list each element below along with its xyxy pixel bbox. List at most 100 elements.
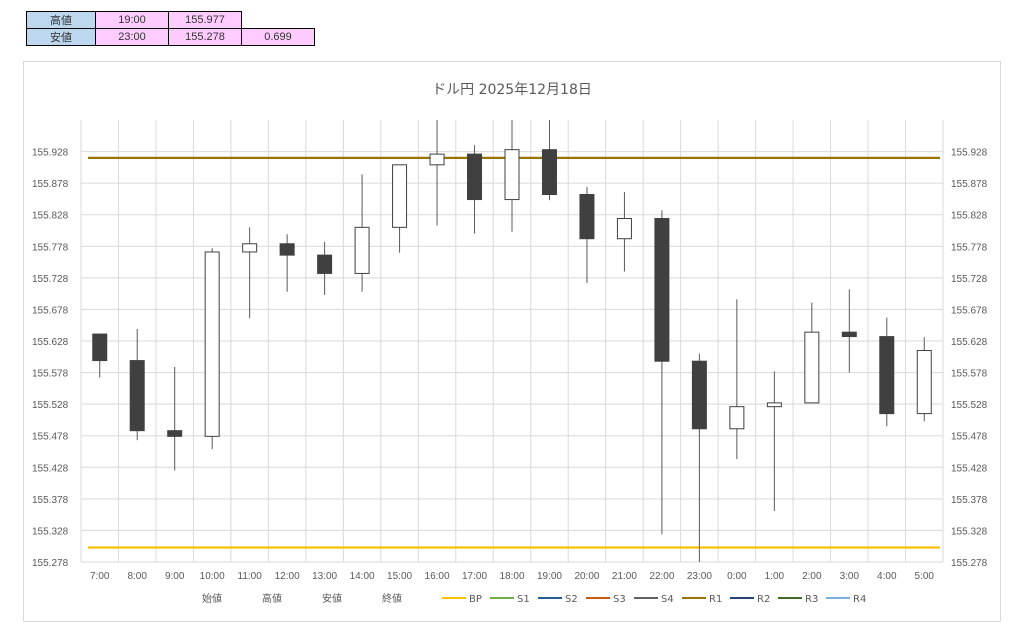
candle-body-down: [92, 333, 108, 362]
y-tick-label-left: 155.428: [32, 463, 69, 474]
candle-body-up: [354, 226, 370, 274]
y-tick-label-right: 155.728: [951, 274, 988, 285]
y-tick-label-left: 155.878: [32, 179, 69, 190]
x-tick-label: 15:00: [387, 571, 412, 582]
candle-body-down: [541, 149, 557, 196]
legend-label: 高値: [262, 592, 282, 605]
candle-body-down: [691, 360, 707, 430]
y-tick-label-right: 155.428: [951, 463, 988, 474]
x-tick-label: 13:00: [312, 571, 337, 582]
candles: [92, 120, 932, 562]
legend-label: R1: [709, 594, 722, 605]
low-label: 安値: [26, 28, 96, 46]
y-tick-label-right: 155.828: [951, 211, 988, 222]
y-tick-label-left: 155.578: [32, 369, 69, 380]
high-value: 155.977: [168, 11, 242, 29]
high-range-empty: [242, 12, 315, 29]
legend: 始値 高値 安値 終値 BP S1 S2 S3 S4 R1 R2 R3 R4: [202, 592, 866, 605]
candle-body-up: [766, 402, 782, 408]
candle-body-up: [392, 164, 408, 228]
candle-body-up: [204, 251, 220, 437]
legend-label: R4: [853, 594, 866, 605]
candle-body-down: [467, 153, 483, 201]
range-value: 0.699: [241, 28, 315, 46]
y-tick-label-left: 155.728: [32, 274, 69, 285]
candle-body-up: [804, 331, 820, 404]
x-tick-label: 23:00: [687, 571, 712, 582]
y-tick-label-right: 155.878: [951, 179, 988, 190]
legend-label: R2: [757, 594, 770, 605]
y-tick-label-right: 155.378: [951, 495, 988, 506]
x-tick-label: 4:00: [877, 571, 897, 582]
low-time: 23:00: [95, 28, 169, 46]
candle-body-up: [504, 149, 520, 201]
summary-row-high: 高値 19:00 155.977: [26, 11, 315, 29]
y-tick-label-right: 155.778: [951, 242, 988, 253]
y-tick-label-right: 155.578: [951, 369, 988, 380]
axes: 155.928 155.928 155.878 155.878 155.828 155.8…: [32, 148, 988, 582]
candle-body-down: [279, 243, 295, 256]
x-tick-label: 11:00: [238, 571, 263, 582]
x-tick-label: 18:00: [499, 571, 524, 582]
legend-label: S3: [613, 594, 626, 605]
y-tick-label-left: 155.278: [32, 558, 69, 569]
legend-label: S1: [517, 594, 530, 605]
y-tick-label-left: 155.378: [32, 495, 69, 506]
candle-body-down: [167, 430, 183, 437]
x-tick-label: 5:00: [915, 571, 935, 582]
x-tick-label: 9:00: [165, 571, 185, 582]
grid: [80, 120, 944, 563]
candle-body-up: [616, 218, 632, 240]
legend-label: R3: [805, 594, 818, 605]
candle-body-down: [879, 336, 895, 415]
x-tick-label: 0:00: [727, 571, 747, 582]
candle-body-up: [242, 243, 258, 253]
candle-body-up: [429, 153, 445, 166]
x-tick-label: 12:00: [275, 571, 300, 582]
low-value: 155.278: [168, 28, 242, 46]
x-tick-label: 16:00: [425, 571, 450, 582]
candle-body-down: [317, 254, 333, 274]
y-tick-label-right: 155.278: [951, 558, 988, 569]
y-tick-label-left: 155.828: [32, 211, 69, 222]
y-tick-label-right: 155.678: [951, 305, 988, 316]
y-tick-label-left: 155.478: [32, 432, 69, 443]
legend-label: 安値: [322, 592, 342, 605]
x-tick-label: 17:00: [462, 571, 487, 582]
x-tick-label: 22:00: [649, 571, 674, 582]
y-tick-label-right: 155.478: [951, 432, 988, 443]
legend-label: 始値: [202, 592, 222, 605]
y-tick-label-left: 155.328: [32, 526, 69, 537]
legend-label: 終値: [382, 592, 402, 605]
y-tick-label-right: 155.328: [951, 526, 988, 537]
x-tick-label: 19:00: [537, 571, 562, 582]
y-tick-label-right: 155.628: [951, 337, 988, 348]
x-tick-label: 20:00: [574, 571, 599, 582]
candle-body-down: [129, 360, 145, 432]
chart-title: ドル円 2025年12月18日: [432, 82, 592, 98]
y-tick-label-left: 155.928: [32, 148, 69, 159]
legend-label: S2: [565, 594, 578, 605]
high-label: 高値: [26, 11, 96, 29]
legend-label: S4: [661, 594, 674, 605]
summary-row-low: 安値 23:00 155.278 0.699: [26, 28, 315, 46]
candle-body-down: [841, 331, 857, 338]
x-tick-label: 1:00: [765, 571, 785, 582]
legend-label: BP: [469, 594, 482, 605]
y-tick-label-right: 155.528: [951, 400, 988, 411]
x-tick-label: 14:00: [350, 571, 375, 582]
x-tick-label: 8:00: [127, 571, 147, 582]
x-tick-label: 2:00: [802, 571, 822, 582]
x-tick-label: 7:00: [90, 571, 110, 582]
summary-table: 高値 19:00 155.977 安値 23:00 155.278 0.699: [26, 11, 315, 46]
x-tick-label: 10:00: [200, 571, 225, 582]
y-tick-label-left: 155.628: [32, 337, 69, 348]
candle-body-down: [579, 194, 595, 240]
candle-body-down: [654, 218, 670, 362]
x-tick-label: 21:00: [612, 571, 637, 582]
x-tick-label: 3:00: [840, 571, 860, 582]
candle-body-up: [916, 349, 932, 415]
chart-area: ドル円 2025年12月18日 155.928 155.928 155.878 155…: [23, 61, 1001, 622]
y-tick-label-left: 155.678: [32, 305, 69, 316]
